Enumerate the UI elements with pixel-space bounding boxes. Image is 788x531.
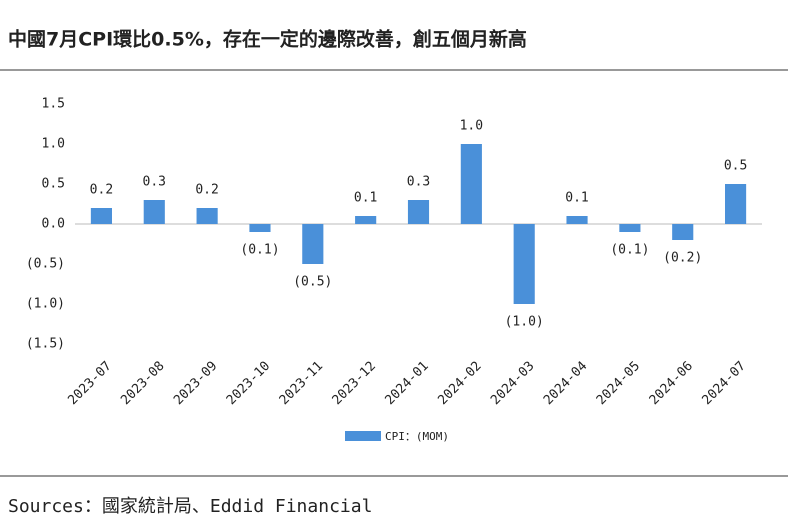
x-tick-label: 2023-11 [277, 359, 326, 408]
value-label: 0.3 [407, 175, 430, 190]
x-tick-label: 2023-12 [330, 359, 379, 408]
value-label: 0.1 [354, 191, 377, 206]
value-label: 0.2 [90, 183, 113, 198]
source: Sources：國家統計局、Eddid Financial [8, 496, 372, 517]
bar [143, 200, 165, 224]
y-tick-label: (1.5) [26, 337, 65, 352]
value-label: 0.5 [724, 159, 747, 174]
value-label: 0.1 [565, 191, 588, 206]
value-label: (0.5) [293, 275, 332, 290]
bar [460, 144, 482, 224]
value-label: 0.2 [195, 183, 218, 198]
bar [196, 208, 218, 224]
x-tick-label: 2024-05 [594, 359, 643, 408]
bar [619, 224, 641, 232]
bar [249, 224, 271, 232]
x-tick-label: 2024-04 [541, 359, 590, 408]
y-tick-label: 0.5 [42, 177, 65, 192]
bar [566, 216, 588, 224]
x-tick-label: 2023-07 [65, 359, 114, 408]
bar [407, 200, 430, 224]
value-label: 1.0 [460, 119, 483, 134]
x-tick-label: 2024-07 [700, 359, 749, 408]
y-tick-label: 1.0 [42, 137, 65, 152]
bar [302, 224, 324, 264]
x-tick-label: 2024-01 [382, 359, 431, 408]
legend-swatch [345, 431, 381, 441]
bar [355, 216, 377, 224]
y-tick-label: 0.0 [42, 217, 65, 232]
value-label: (0.1) [240, 243, 279, 258]
bar [725, 184, 747, 224]
value-label: (0.2) [663, 251, 702, 266]
x-tick-label: 2023-08 [118, 359, 167, 408]
bar [90, 208, 112, 224]
x-tick-label: 2024-06 [647, 359, 696, 408]
bar [513, 224, 535, 304]
x-tick-label: 2024-03 [488, 359, 537, 408]
y-tick-label: (1.0) [26, 297, 65, 312]
x-tick-label: 2024-02 [435, 359, 484, 408]
y-tick-label: 1.5 [42, 97, 65, 112]
bar [672, 224, 694, 240]
y-tick-label: (0.5) [26, 257, 65, 272]
legend-label: CPI：(MOM) [385, 430, 449, 443]
value-label: (0.1) [610, 243, 649, 258]
x-tick-label: 2023-10 [224, 359, 273, 408]
chart-title: 中國7月CPI環比0.5%，存在一定的邊際改善，創五個月新高 [8, 28, 527, 51]
value-label: 0.3 [143, 175, 166, 190]
x-tick-label: 2023-09 [171, 359, 220, 408]
value-label: (1.0) [505, 315, 544, 330]
